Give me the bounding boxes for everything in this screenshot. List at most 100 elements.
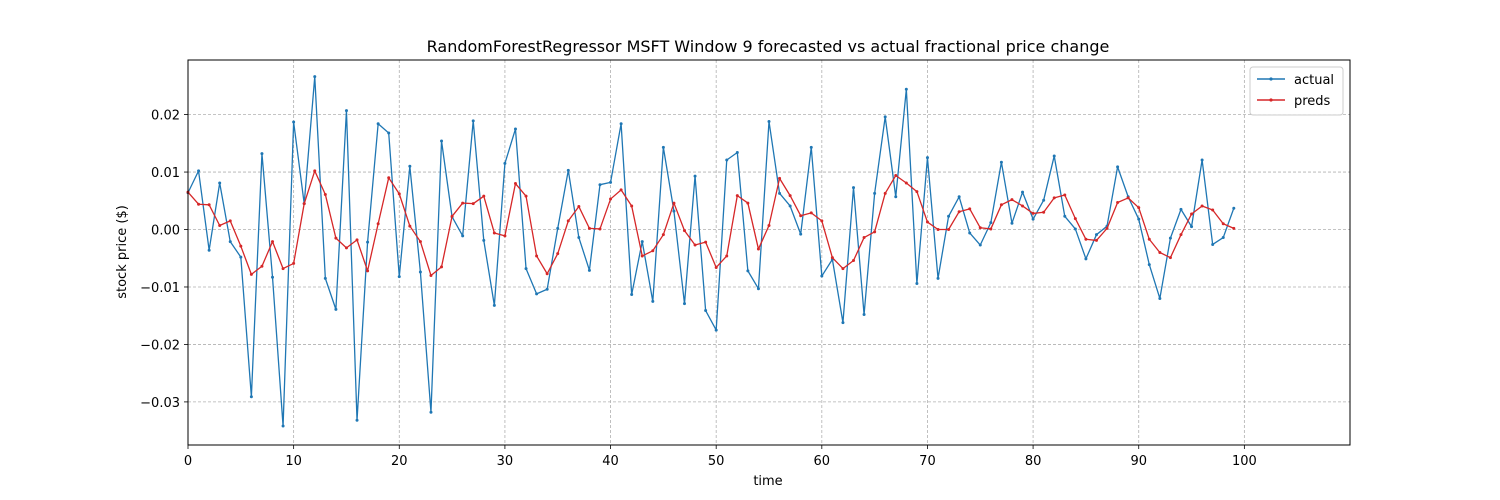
point-preds (271, 240, 275, 244)
y-tick-label: −0.03 (140, 396, 180, 411)
point-actual (1158, 296, 1162, 300)
axis-ticks: 0 10 20 30 40 50 60 70 80 90 100 −0.03 −0.02 −0.01 0.0… (140, 109, 1257, 469)
point-preds (619, 188, 623, 192)
point-preds (873, 230, 877, 234)
point-preds (947, 228, 951, 232)
point-preds (503, 234, 507, 238)
point-actual (609, 180, 613, 184)
x-axis-title: time (753, 474, 782, 489)
point-preds (1158, 251, 1162, 254)
point-preds (661, 233, 665, 237)
point-preds (978, 226, 982, 230)
x-tick-label: 50 (708, 454, 725, 469)
point-preds (207, 203, 211, 207)
point-actual (947, 214, 951, 218)
point-actual (218, 181, 222, 185)
point-actual (1179, 207, 1183, 211)
point-actual (788, 204, 792, 208)
point-preds (682, 229, 686, 233)
y-tick-label: 0.02 (151, 109, 180, 124)
y-axis-title: stock price ($) (115, 205, 130, 299)
point-actual (936, 276, 940, 280)
x-tick-label: 70 (919, 454, 936, 469)
point-actual (894, 195, 898, 199)
point-actual (587, 268, 591, 272)
point-actual (1052, 154, 1056, 158)
point-preds (1105, 226, 1109, 230)
point-actual (1084, 257, 1088, 261)
x-tick-label: 20 (391, 454, 408, 469)
point-actual (545, 287, 549, 291)
point-actual (746, 269, 750, 273)
point-preds (1137, 206, 1141, 210)
point-actual (619, 122, 623, 126)
point-preds (1147, 237, 1151, 241)
point-actual (598, 183, 602, 187)
point-preds (376, 222, 380, 226)
point-preds (883, 191, 887, 195)
point-preds (228, 219, 232, 223)
point-preds (841, 267, 845, 271)
point-actual (1063, 214, 1067, 218)
point-preds (989, 227, 993, 231)
point-preds (767, 223, 771, 227)
point-actual (1147, 263, 1151, 267)
point-preds (513, 182, 517, 186)
point-preds (344, 246, 348, 250)
point-actual (271, 275, 275, 279)
point-actual (883, 115, 887, 119)
point-actual (387, 131, 391, 135)
point-actual (292, 120, 296, 124)
point-preds (693, 243, 697, 247)
point-preds (809, 211, 813, 215)
point-preds (461, 201, 465, 205)
point-actual (429, 410, 433, 414)
point-preds (408, 224, 412, 228)
point-preds (609, 197, 613, 201)
point-preds (862, 236, 866, 240)
point-actual (1094, 233, 1098, 237)
point-preds (799, 214, 803, 218)
x-tick-label: 0 (184, 454, 192, 469)
point-actual (820, 274, 824, 278)
series-line-actual (187, 76, 1235, 427)
x-tick-label: 40 (602, 454, 619, 469)
point-actual (323, 276, 327, 280)
point-actual (693, 174, 697, 178)
point-actual (1021, 190, 1025, 194)
point-actual (239, 255, 243, 259)
point-actual (873, 191, 877, 195)
point-preds (197, 202, 201, 206)
legend-actual-label: actual (1294, 73, 1334, 88)
point-preds (355, 238, 359, 242)
point-preds (735, 194, 739, 198)
point-actual (862, 313, 866, 317)
x-tick-label: 60 (814, 454, 831, 469)
point-actual (661, 145, 665, 149)
point-actual (904, 87, 908, 91)
point-actual (915, 282, 919, 286)
point-preds (440, 265, 444, 269)
point-preds (1010, 198, 1014, 202)
point-preds (778, 176, 782, 180)
legend-preds-marker (1269, 98, 1273, 102)
point-actual (228, 240, 232, 244)
point-preds (1168, 256, 1172, 260)
point-preds (1221, 222, 1225, 226)
point-actual (397, 275, 401, 279)
point-actual (704, 309, 708, 313)
point-actual (566, 168, 570, 172)
point-actual (1073, 227, 1077, 231)
point-preds (492, 231, 496, 235)
point-preds (936, 228, 940, 232)
point-actual (925, 156, 929, 160)
point-preds (1021, 204, 1025, 208)
point-preds (397, 192, 401, 196)
point-actual (281, 424, 285, 428)
point-preds (1094, 238, 1098, 242)
point-preds (651, 249, 655, 253)
point-actual (1137, 217, 1141, 221)
point-preds (830, 256, 834, 260)
chart-title: RandomForestRegressor MSFT Window 9 fore… (427, 37, 1110, 56)
